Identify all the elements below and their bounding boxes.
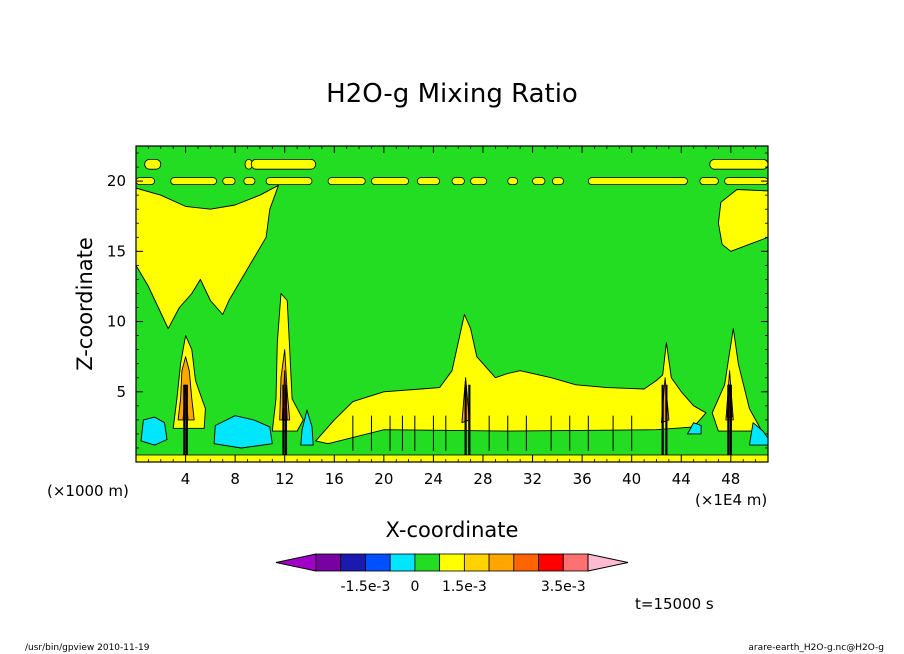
field-cyan-region-9 <box>213 415 273 449</box>
plot-frame <box>135 145 769 463</box>
field-yellow-band-2-seg-1 <box>170 177 217 186</box>
field-cyan-region-12 <box>748 422 768 446</box>
y-axis-label: Z-coordinate <box>73 237 97 371</box>
x-tick-label: 16 <box>325 470 344 488</box>
field-yellow-band-2-seg-13 <box>587 177 688 186</box>
colorbar-level-5 <box>439 553 465 572</box>
field-yellow-band-2-seg-2 <box>222 177 236 186</box>
field-yellow-band-2-seg-8 <box>451 177 465 186</box>
colorbar-level-2 <box>365 553 391 572</box>
field-yellow-region-1 <box>717 189 768 252</box>
colorbar-label: 1.5e-3 <box>442 579 487 595</box>
x-tick-label: 40 <box>622 470 641 488</box>
field-yellow-band-2-seg-5 <box>327 177 366 186</box>
field-cyan-region-10 <box>300 409 314 446</box>
y-tick-label: 5 <box>116 383 126 401</box>
colorbar-under-arrow <box>275 553 317 572</box>
field-yellow-band-2-seg-6 <box>371 177 410 186</box>
field-yellow-band-2-seg-11 <box>532 177 546 186</box>
colorbar-level-1 <box>340 553 366 572</box>
x-tick-label: 8 <box>230 470 240 488</box>
colorbar-level-9 <box>538 553 564 572</box>
colorbar: -1.5e-3 0 1.5e-3 3.5e-3 <box>275 553 629 595</box>
x-axis: 4 8 12 16 20 24 28 32 36 40 44 48 <box>147 146 757 488</box>
x-tick-label: 48 <box>721 470 740 488</box>
field-yellow-region-0 <box>136 184 279 330</box>
x-axis-label: X-coordinate <box>386 518 519 542</box>
colorbar-level-10 <box>562 553 589 572</box>
field-yellow-region-7 <box>711 328 763 432</box>
field-yellow-band-2-seg-4 <box>265 177 313 186</box>
footer-right: arare-earth_H2O-g.nc@H2O-g <box>748 643 884 653</box>
field-cyan-region-11 <box>687 422 702 435</box>
x-tick-label: 28 <box>473 470 492 488</box>
x-tick-label: 4 <box>181 470 191 488</box>
y-axis: 5 10 15 20 <box>107 152 768 449</box>
field-yellow-band-2-seg-10 <box>507 177 519 186</box>
y-tick-label: 20 <box>107 172 126 190</box>
field-yellow-band-3-seg-2 <box>250 158 317 170</box>
x-unit-right: (×1E4 m) <box>695 491 767 509</box>
colorbar-level-6 <box>463 553 490 572</box>
field-yellow-band-2-seg-0 <box>136 177 155 186</box>
x-tick-label: 12 <box>275 470 294 488</box>
x-tick-label: 32 <box>523 470 542 488</box>
field-yellow-band-2-seg-12 <box>551 177 564 186</box>
y-tick-label: 10 <box>107 313 126 331</box>
colorbar-label: 3.5e-3 <box>541 579 586 595</box>
field-ground-band-23 <box>136 454 768 462</box>
field-yellow-band-2-seg-3 <box>243 177 256 186</box>
field-yellow-band-3-seg-3 <box>709 158 768 170</box>
colorbar-level-0 <box>315 553 342 572</box>
x-tick-label: 44 <box>672 470 691 488</box>
x-unit-left: (×1000 m) <box>47 482 129 500</box>
x-tick-label: 20 <box>374 470 393 488</box>
footer-left: /usr/bin/gpview 2010-11-19 <box>25 643 150 653</box>
colorbar-over-arrow <box>587 553 629 572</box>
time-label: t=15000 s <box>635 595 714 613</box>
colorbar-label: 0 <box>410 579 419 595</box>
x-tick-label: 24 <box>424 470 443 488</box>
colorbar-label: -1.5e-3 <box>341 579 391 595</box>
x-tick-label: 36 <box>573 470 592 488</box>
colorbar-level-3 <box>389 553 416 572</box>
colorbar-level-7 <box>488 553 515 572</box>
field-yellow-band-2-seg-14 <box>699 177 719 186</box>
colorbar-level-8 <box>513 553 539 572</box>
field-cyan-region-8 <box>140 416 168 446</box>
chart-title: H2O-g Mixing Ratio <box>326 79 578 109</box>
plot-area <box>135 145 769 463</box>
field-yellow-band-2-seg-9 <box>470 177 488 186</box>
field-yellow-band-2-seg-7 <box>416 177 441 186</box>
colorbar-level-4 <box>414 553 441 572</box>
y-tick-label: 15 <box>107 242 126 260</box>
field-yellow-band-3-seg-0 <box>144 158 162 170</box>
